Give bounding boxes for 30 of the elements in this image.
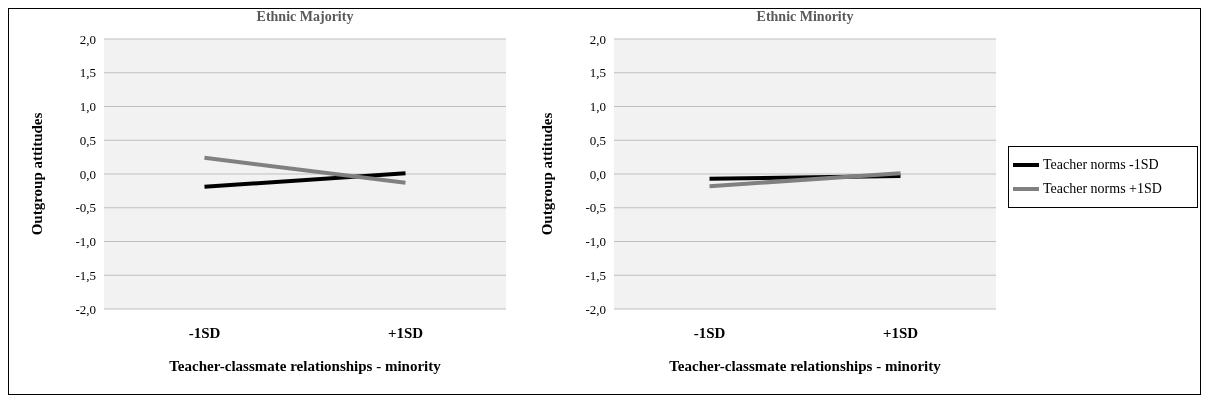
y-tick-label: -2,0 (75, 301, 96, 317)
y-tick-label: 0,5 (589, 132, 606, 148)
y-tick-label: 0,5 (79, 132, 96, 148)
y-tick-label: 0,0 (589, 166, 606, 182)
y-tick-label: -0,5 (585, 200, 606, 216)
y-tick-label: -1,5 (75, 267, 96, 283)
x-axis-title: Teacher-classmate relationships - minority (169, 358, 442, 374)
y-axis-title: Outgroup attitudes (29, 112, 46, 236)
y-tick-label: -1,0 (75, 234, 96, 250)
y-tick-label: -1,0 (585, 234, 606, 250)
y-tick-label: 1,5 (589, 65, 606, 81)
y-tick-label: -1,5 (585, 267, 606, 283)
y-tick-label: -0,5 (75, 200, 96, 216)
y-tick-label: -2,0 (585, 301, 606, 317)
legend-label: Teacher norms -1SD (1043, 157, 1159, 173)
legend-label: Teacher norms +1SD (1043, 181, 1162, 197)
x-tick-label: -1SD (693, 324, 726, 341)
x-tick-label: +1SD (882, 324, 919, 341)
y-axis-title: Outgroup attitudes (539, 112, 556, 236)
y-tick-label: 0,0 (79, 166, 96, 182)
y-tick-label: 2,0 (589, 31, 606, 47)
y-tick-label: 1,5 (79, 65, 96, 81)
chart-title: Ethnic Minority (755, 9, 855, 26)
x-axis-title: Teacher-classmate relationships - minority (669, 358, 942, 374)
x-tick-label: +1SD (387, 324, 424, 341)
chart-title: Ethnic Majority (255, 9, 355, 26)
y-tick-label: 1,0 (589, 99, 606, 115)
y-tick-label: 2,0 (79, 31, 96, 47)
y-tick-label: 1,0 (79, 99, 96, 115)
x-tick-label: -1SD (188, 324, 221, 341)
